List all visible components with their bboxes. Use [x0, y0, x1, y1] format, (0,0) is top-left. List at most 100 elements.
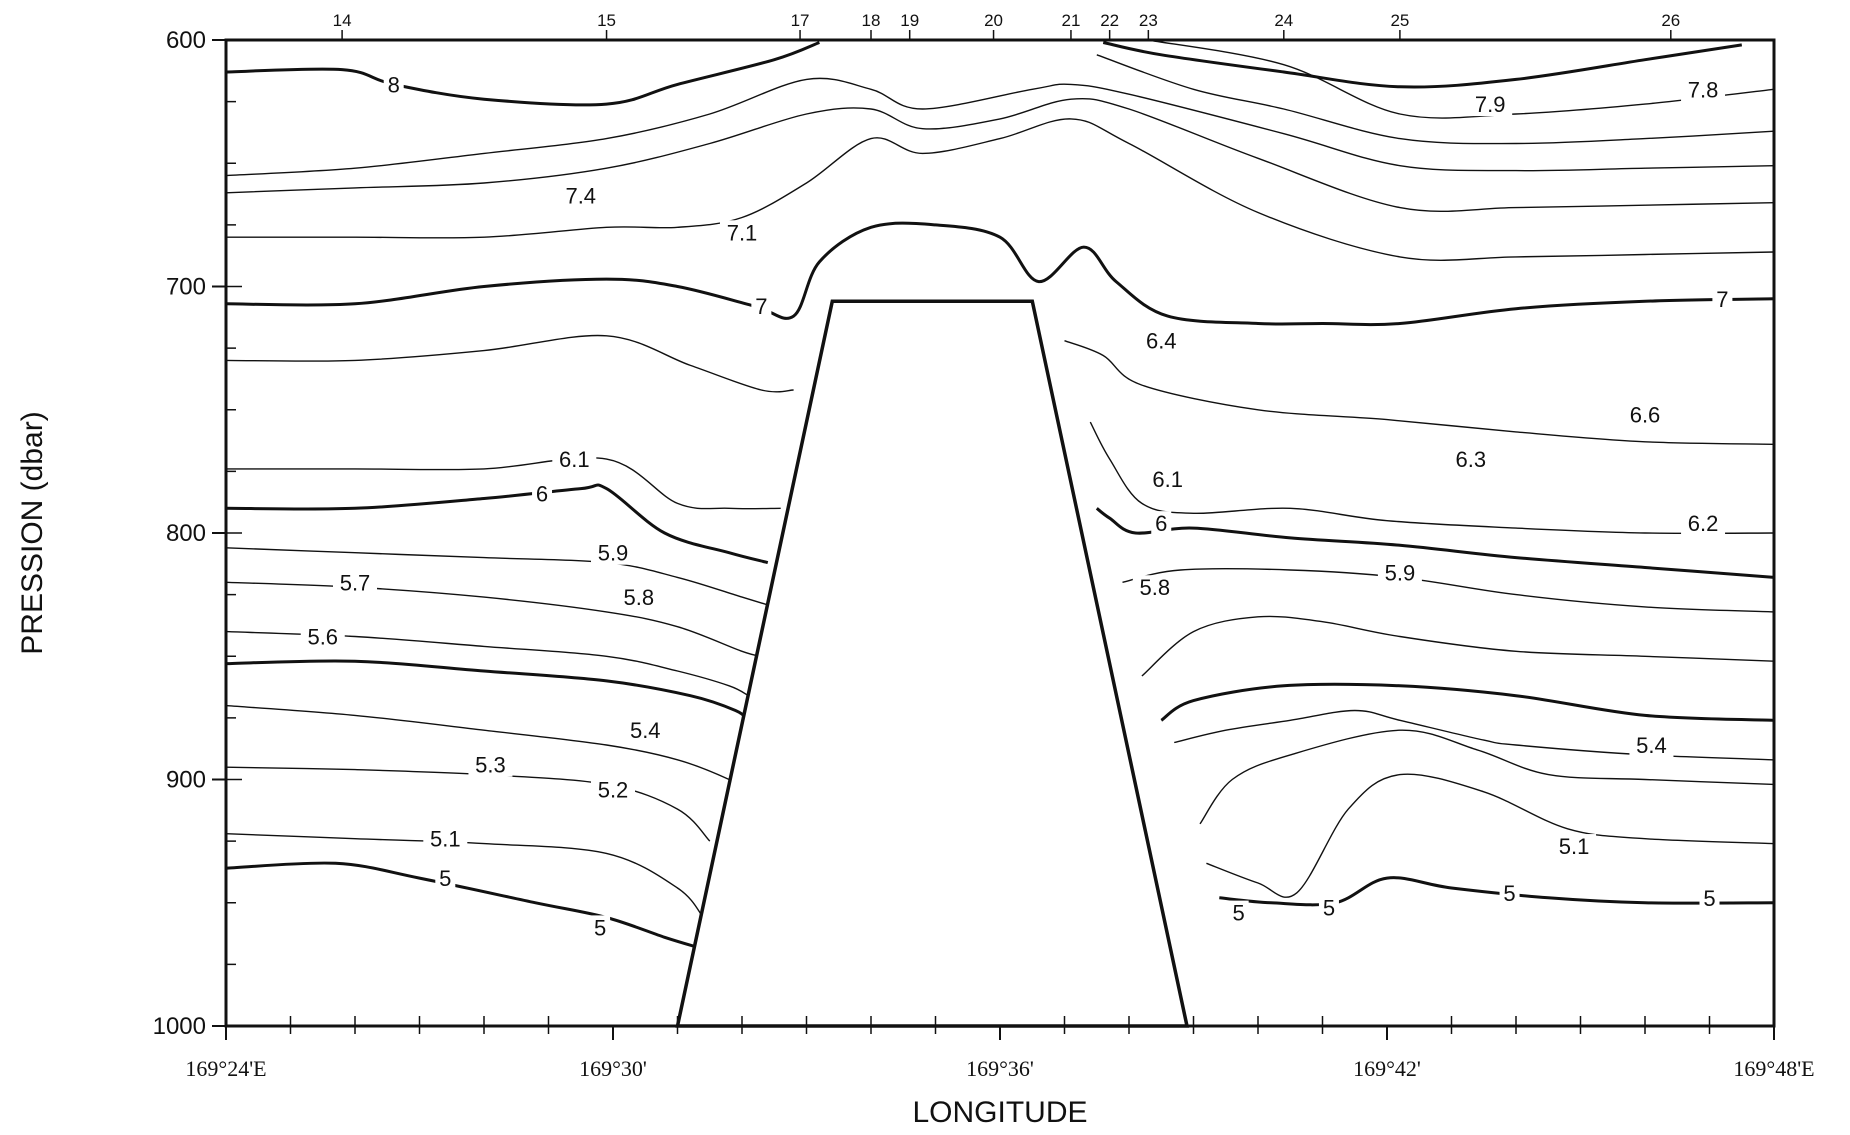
- contour-label-bg: [616, 585, 661, 610]
- x-tick-label: 169°30': [579, 1056, 647, 1081]
- contour-label-bg: [1132, 575, 1177, 600]
- x-axis-ticks: 169°24'E 169°30' 169°36' 169°42' 169°48'E: [185, 1026, 1815, 1081]
- contour-label-text: 5.4: [630, 718, 661, 743]
- station-label: 25: [1390, 11, 1409, 30]
- contour-label: 5: [1318, 895, 1339, 921]
- contour-label-bg: [552, 447, 597, 472]
- contour-label-text: 7.8: [1688, 77, 1719, 102]
- contour-label: 5: [1499, 880, 1520, 906]
- contour-label-bg: [1228, 900, 1249, 925]
- contour-5-7: [1141, 615, 1774, 677]
- contour-5-9: [226, 547, 775, 608]
- contour-label-bg: [1145, 466, 1190, 491]
- contour-label: 7.1: [720, 220, 764, 245]
- contour-label-text: 5.8: [624, 585, 655, 610]
- station-label: 17: [791, 11, 810, 30]
- contour-label: 7: [751, 294, 772, 319]
- contour-label-text: 5.3: [475, 753, 506, 778]
- contour-label-bg: [1699, 885, 1720, 910]
- contour-label: 5.3: [468, 752, 513, 778]
- contour-label-text: 8: [388, 72, 400, 97]
- contour-label: 5.4: [1629, 732, 1674, 758]
- contour-5-5: [1160, 682, 1774, 722]
- station-label: 18: [862, 11, 881, 30]
- contour-label: 5.1: [423, 826, 468, 852]
- contour-5-1: [226, 833, 704, 918]
- seamount-shape: [675, 299, 1190, 1028]
- contour-label: 5.7: [333, 570, 377, 595]
- contour-label: 5.8: [1132, 575, 1177, 600]
- contour-label-bg: [1623, 402, 1667, 427]
- station-label: 15: [597, 11, 616, 30]
- contour-label-bg: [333, 570, 377, 595]
- contour-5-9: [1122, 568, 1774, 613]
- x-tick-label: 169°48'E: [1733, 1056, 1814, 1081]
- contour-label: 6: [1151, 511, 1172, 536]
- station-label: 19: [900, 11, 919, 30]
- contour-label-bg: [1681, 77, 1726, 102]
- contour-7-8: [1096, 54, 1774, 145]
- station-label: 24: [1274, 11, 1293, 30]
- contour-5: [226, 861, 698, 949]
- contour-label: 5.2: [591, 777, 635, 802]
- contour-5-5: [226, 659, 750, 722]
- contour-7-4: [226, 97, 1774, 213]
- contour-label: 5.9: [591, 540, 635, 566]
- station-label: 26: [1661, 11, 1680, 30]
- y-tick-label: 1000: [153, 1013, 206, 1040]
- contour-label: 6.2: [1681, 511, 1726, 536]
- contour-5-3: [1199, 729, 1774, 825]
- contour-label-bg: [558, 183, 603, 208]
- x-tick-label: 169°36': [966, 1056, 1034, 1081]
- contour-label: 5.8: [616, 585, 661, 610]
- contour-label-bg: [623, 718, 668, 743]
- contour-label-bg: [591, 777, 635, 802]
- station-markers: 14 15 17 18 19 20 21 22 23 24 25 26: [333, 11, 1680, 40]
- contour-label-text: 7.1: [727, 220, 758, 245]
- contour-label-text: 5: [1233, 901, 1245, 926]
- contour-6-1: [1089, 421, 1774, 535]
- x-axis-title: LONGITUDE: [912, 1096, 1087, 1129]
- contour-label-bg: [590, 915, 611, 940]
- contour-label: 6.3: [1448, 447, 1493, 472]
- contour-label: 5: [590, 915, 611, 940]
- contour-6-4: [226, 334, 794, 393]
- contour-label-text: 5.1: [1559, 834, 1590, 859]
- y-tick-label: 700: [166, 274, 206, 301]
- contour-label-bg: [435, 866, 456, 891]
- contour-7: [226, 221, 1774, 327]
- contour-label: 7.9: [1468, 92, 1513, 117]
- contour-label: 5.6: [300, 624, 345, 650]
- contour-label-text: 5: [439, 866, 451, 891]
- y-axis-title: PRESSION (dbar): [16, 411, 49, 654]
- contour-8: [1102, 41, 1743, 89]
- y-tick-label: 900: [166, 767, 206, 794]
- contour-label: 5: [1228, 900, 1249, 926]
- contour-label-text: 6.1: [1152, 467, 1183, 492]
- contour-label: 6: [532, 481, 553, 507]
- contour-label: 5.9: [1377, 560, 1422, 585]
- contour-label-bg: [423, 826, 468, 851]
- contour-5-1: [1206, 773, 1774, 898]
- contour-label-bg: [1139, 328, 1184, 353]
- contour-label-text: 5.4: [1636, 733, 1667, 758]
- contour-label-text: 7.9: [1475, 92, 1506, 117]
- contour-label: 6.1: [1145, 466, 1190, 492]
- contour-7-9: [1148, 40, 1774, 119]
- contour-label-bg: [1552, 834, 1597, 859]
- y-axis-ticks: 600 700 800 900 1000: [153, 27, 226, 1040]
- contour-label-text: 6.1: [559, 447, 590, 472]
- station-label: 20: [984, 11, 1003, 30]
- contour-5-7: [226, 630, 749, 697]
- contour-6: [1095, 507, 1774, 579]
- contour-label-text: 6.4: [1146, 329, 1177, 354]
- contour-label-text: 5.2: [598, 777, 629, 802]
- contour-6-1: [226, 457, 781, 510]
- contour-label-text: 5.7: [340, 570, 371, 595]
- station-label: 14: [333, 11, 352, 30]
- contour-label-bg: [1629, 732, 1674, 757]
- contour-label-bg: [383, 72, 404, 97]
- contour-label-text: 6: [1155, 511, 1167, 536]
- contour-label: 6.6: [1623, 402, 1667, 428]
